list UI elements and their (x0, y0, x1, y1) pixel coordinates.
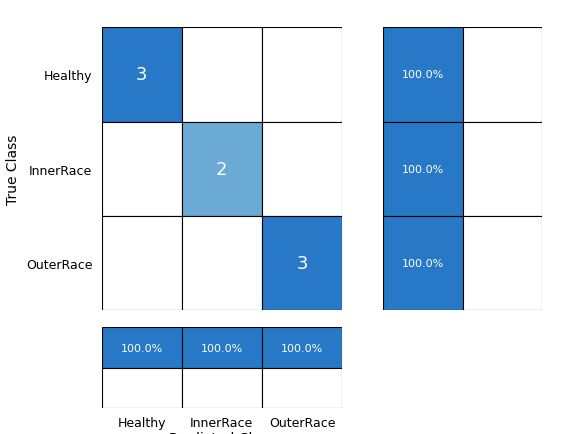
Bar (182, 122, 262, 216)
Bar (182, 216, 262, 310)
Text: 100.0%: 100.0% (401, 258, 444, 268)
Text: 100.0%: 100.0% (401, 164, 444, 174)
Text: 3: 3 (296, 254, 308, 272)
Bar (383, 122, 463, 216)
Text: 100.0%: 100.0% (401, 70, 444, 80)
Bar (463, 216, 542, 310)
Bar (463, 28, 542, 122)
Bar (383, 216, 463, 310)
Bar (262, 216, 342, 310)
Bar (182, 328, 262, 368)
Bar (102, 122, 182, 216)
Y-axis label: True Class: True Class (6, 134, 20, 204)
Bar (262, 328, 342, 368)
Text: 100.0%: 100.0% (201, 343, 243, 353)
Bar (182, 368, 262, 408)
Bar (383, 28, 463, 122)
Bar (262, 122, 342, 216)
Bar (102, 328, 182, 368)
Bar (182, 28, 262, 122)
Bar (102, 368, 182, 408)
Bar (102, 28, 182, 122)
Text: 100.0%: 100.0% (121, 343, 163, 353)
X-axis label: Predicted Class: Predicted Class (169, 431, 275, 434)
Bar (102, 216, 182, 310)
Bar (463, 122, 542, 216)
Text: 100.0%: 100.0% (281, 343, 323, 353)
Bar (262, 368, 342, 408)
Text: 2: 2 (216, 160, 227, 178)
Bar (262, 28, 342, 122)
Text: 3: 3 (136, 66, 147, 84)
